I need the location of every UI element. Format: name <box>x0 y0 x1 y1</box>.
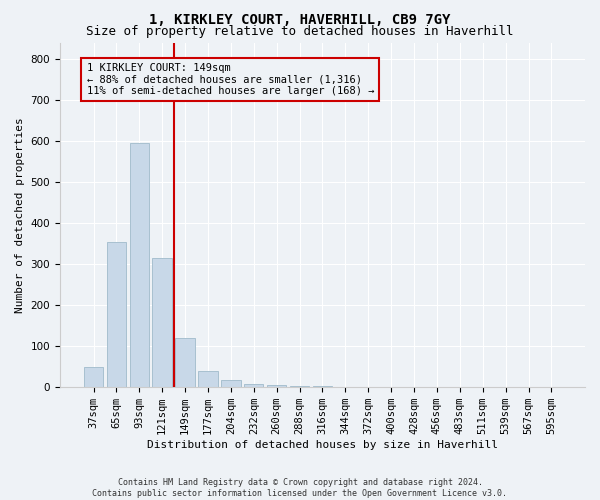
Text: Contains HM Land Registry data © Crown copyright and database right 2024.
Contai: Contains HM Land Registry data © Crown c… <box>92 478 508 498</box>
Bar <box>290 386 309 387</box>
Bar <box>221 380 241 387</box>
Y-axis label: Number of detached properties: Number of detached properties <box>15 117 25 312</box>
Bar <box>175 338 195 387</box>
Bar <box>84 366 103 387</box>
Bar <box>267 385 286 387</box>
Bar <box>107 242 126 387</box>
Bar <box>130 143 149 387</box>
Bar <box>313 386 332 387</box>
Text: 1, KIRKLEY COURT, HAVERHILL, CB9 7GY: 1, KIRKLEY COURT, HAVERHILL, CB9 7GY <box>149 12 451 26</box>
Text: Size of property relative to detached houses in Haverhill: Size of property relative to detached ho… <box>86 25 514 38</box>
X-axis label: Distribution of detached houses by size in Haverhill: Distribution of detached houses by size … <box>147 440 498 450</box>
Bar <box>244 384 263 387</box>
Bar <box>198 371 218 387</box>
Text: 1 KIRKLEY COURT: 149sqm
← 88% of detached houses are smaller (1,316)
11% of semi: 1 KIRKLEY COURT: 149sqm ← 88% of detache… <box>86 63 374 96</box>
Bar <box>152 258 172 387</box>
